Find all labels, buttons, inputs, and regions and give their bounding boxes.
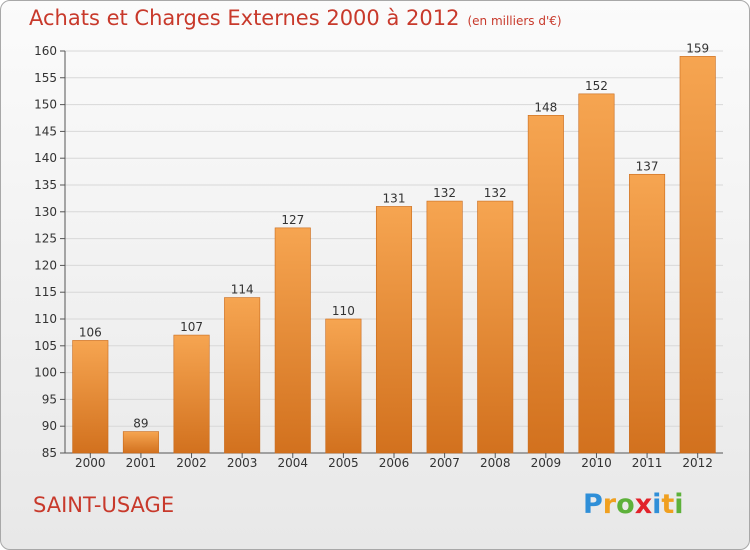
y-tick-label: 115	[34, 285, 57, 299]
bar-value-label: 106	[79, 325, 102, 339]
logo-letter: t	[661, 489, 675, 520]
commune-name: SAINT-USAGE	[33, 493, 175, 517]
x-tick-label: 2006	[379, 456, 410, 470]
bar-value-label: 137	[636, 159, 659, 173]
x-tick-label: 2005	[328, 456, 359, 470]
bar[interactable]	[173, 334, 210, 454]
bar-value-label: 107	[180, 320, 203, 334]
logo-letter: o	[616, 489, 635, 520]
bar-value-label: 127	[281, 213, 304, 227]
x-tick-label: 2009	[531, 456, 562, 470]
y-tick-label: 135	[34, 178, 57, 192]
y-tick-label: 130	[34, 205, 57, 219]
x-tick-label: 2007	[429, 456, 460, 470]
y-tick-label: 140	[34, 151, 57, 165]
y-tick-label: 105	[34, 339, 57, 353]
bar[interactable]	[274, 227, 311, 454]
x-tick-labels: 2000 2001 2002 2003 2004 2005 2006 2007 2008 2009…	[75, 453, 713, 470]
bar[interactable]	[578, 93, 615, 454]
bar-value-label: 132	[433, 186, 456, 200]
y-tick-label: 125	[34, 232, 57, 246]
bar[interactable]	[72, 340, 109, 454]
data-labels: 106 89 107 114 127 110 131 132 132 148 152 137 159	[79, 41, 709, 430]
x-tick-label: 2002	[176, 456, 207, 470]
proxiti-logo[interactable]: Proxiti	[583, 489, 684, 520]
y-tick-label: 90	[42, 419, 57, 433]
bar[interactable]	[426, 200, 463, 454]
logo-letter: r	[602, 489, 617, 520]
y-tick-label: 160	[34, 44, 57, 58]
bar[interactable]	[477, 200, 514, 454]
logo-letter: P	[583, 489, 603, 520]
chart-title: Achats et Charges Externes 2000 à 2012 (e…	[29, 6, 562, 30]
logo-letter: i	[674, 489, 684, 520]
y-tick-label: 145	[34, 124, 57, 138]
x-tick-label: 2000	[75, 456, 106, 470]
x-tick-label: 2012	[682, 456, 713, 470]
x-tick-label: 2008	[480, 456, 511, 470]
bar[interactable]	[325, 318, 362, 454]
bar[interactable]	[629, 173, 666, 454]
x-tick-label: 2011	[632, 456, 663, 470]
bar[interactable]	[527, 115, 564, 454]
chart-units: (en milliers d'€)	[467, 14, 562, 28]
y-tick-label: 110	[34, 312, 57, 326]
bar-value-label: 132	[484, 186, 507, 200]
bar[interactable]	[679, 56, 716, 454]
y-tick-label: 85	[42, 446, 57, 460]
bar-value-label: 148	[534, 100, 557, 114]
bar-value-label: 110	[332, 304, 355, 318]
bar-value-label: 131	[383, 191, 406, 205]
y-tick-label: 120	[34, 258, 57, 272]
y-tick-label: 95	[42, 392, 57, 406]
x-tick-label: 2003	[227, 456, 258, 470]
bar[interactable]	[122, 431, 159, 454]
bar-value-label: 89	[133, 417, 148, 431]
y-tick-label: 100	[34, 366, 57, 380]
bar[interactable]	[375, 206, 413, 454]
y-tick-label: 150	[34, 98, 57, 112]
x-tick-label: 2010	[581, 456, 612, 470]
bars	[72, 56, 716, 454]
logo-letter: x	[634, 489, 653, 520]
y-tick-label: 155	[34, 71, 57, 85]
bar-value-label: 159	[686, 41, 709, 55]
x-tick-label: 2001	[126, 456, 157, 470]
bar-value-label: 152	[585, 79, 608, 93]
bar[interactable]	[224, 297, 261, 454]
bar-value-label: 114	[231, 283, 254, 297]
chart-title-text: Achats et Charges Externes 2000 à 2012	[29, 6, 460, 30]
logo-letter: i	[652, 489, 662, 520]
y-tick-labels: 85 90 95 100 105 110 115 120 125 130 135 140 145 150 1…	[34, 44, 57, 460]
x-tick-label: 2004	[277, 456, 308, 470]
